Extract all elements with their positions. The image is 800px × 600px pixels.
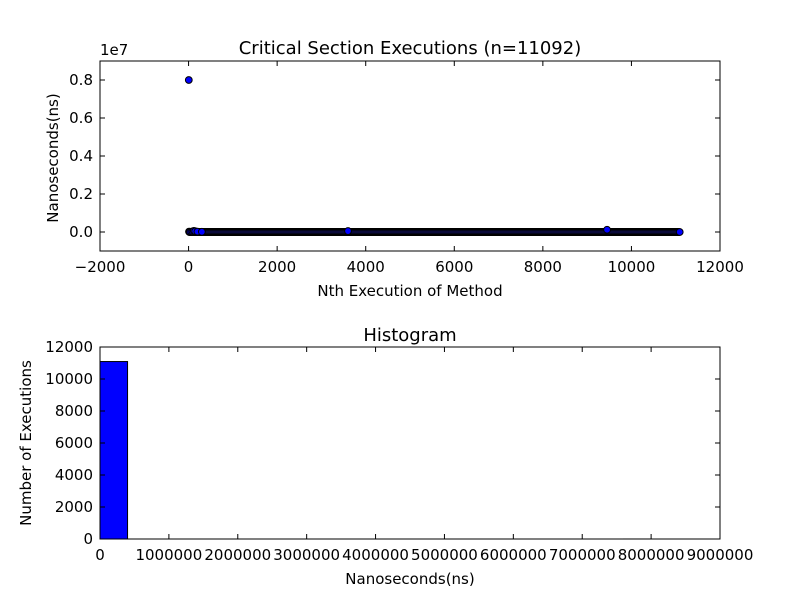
scatter-point bbox=[197, 227, 206, 236]
histogram-y-tick-label: 2000 bbox=[55, 498, 93, 516]
histogram-x-axis-label: Nanoseconds(ns) bbox=[345, 570, 474, 588]
histogram-y-tick-label: 4000 bbox=[55, 466, 93, 484]
scatter-ticks: −2000 0 2000 4000 6000 8000 10000 12000 0.0 0.2 0.… bbox=[69, 61, 744, 276]
histogram-title: Histogram bbox=[363, 325, 456, 346]
histogram-x-tick-label: 3000000 bbox=[273, 546, 340, 564]
histogram-y-axis-label: Number of Executions bbox=[17, 360, 35, 526]
scatter-point bbox=[344, 227, 352, 235]
scatter-y-tick-label: 0.0 bbox=[69, 223, 93, 241]
scatter-y-tick-label: 0.6 bbox=[69, 109, 93, 127]
scatter-offset-text: 1e7 bbox=[100, 41, 128, 59]
histogram-y-tick-label: 10000 bbox=[45, 370, 93, 388]
scatter-plot-area bbox=[184, 76, 684, 236]
histogram-ticks: 0 1000000 2000000 3000000 4000000 5000000 6000… bbox=[45, 338, 753, 564]
histogram-bar bbox=[99, 361, 129, 540]
histogram-x-tick-label: 6000000 bbox=[480, 546, 547, 564]
scatter-x-tick-label: −2000 bbox=[75, 258, 126, 276]
histogram-x-tick-label: 7000000 bbox=[549, 546, 616, 564]
histogram-y-tick-label: 6000 bbox=[55, 434, 93, 452]
histogram-x-tick-label: 9000000 bbox=[687, 546, 754, 564]
scatter-x-tick-label: 6000 bbox=[435, 258, 473, 276]
scatter-y-tick-label: 0.8 bbox=[69, 71, 93, 89]
scatter-x-tick-label: 12000 bbox=[696, 258, 744, 276]
histogram-x-tick-label: 2000000 bbox=[204, 546, 271, 564]
histogram-x-tick-label: 8000000 bbox=[618, 546, 685, 564]
scatter-y-tick-label: 0.4 bbox=[69, 147, 93, 165]
histogram-y-tick-label: 8000 bbox=[55, 402, 93, 420]
scatter-x-tick-label: 8000 bbox=[524, 258, 562, 276]
scatter-y-axis-label: Nanoseconds(ns) bbox=[44, 93, 62, 222]
histogram-plot-area bbox=[99, 361, 652, 540]
histogram-x-tick-label: 1000000 bbox=[135, 546, 202, 564]
scatter-title: Critical Section Executions (n=11092) bbox=[239, 38, 582, 59]
histogram-x-tick-label: 5000000 bbox=[411, 546, 478, 564]
histogram-y-tick-label: 0 bbox=[83, 530, 93, 548]
scatter-point bbox=[675, 228, 684, 236]
scatter-x-tick-label: 0 bbox=[184, 258, 194, 276]
scatter-point bbox=[603, 225, 611, 234]
scatter-y-tick-label: 0.2 bbox=[69, 185, 93, 203]
scatter-x-axis-label: Nth Execution of Method bbox=[317, 282, 502, 300]
scatter-x-tick-label: 4000 bbox=[347, 258, 385, 276]
scatter-chart: Critical Section Executions (n=11092) 1e… bbox=[44, 38, 744, 300]
histogram-x-tick-label: 4000000 bbox=[342, 546, 409, 564]
scatter-dense-band-core bbox=[188, 230, 680, 234]
histogram-chart: Histogram 0 1000000 2000000 3000000 4000000 5… bbox=[17, 325, 753, 588]
histogram-x-tick-label: 0 bbox=[95, 546, 105, 564]
scatter-x-tick-label: 2000 bbox=[258, 258, 296, 276]
scatter-point bbox=[184, 76, 193, 84]
scatter-x-tick-label: 10000 bbox=[608, 258, 656, 276]
histogram-y-tick-label: 12000 bbox=[45, 338, 93, 356]
